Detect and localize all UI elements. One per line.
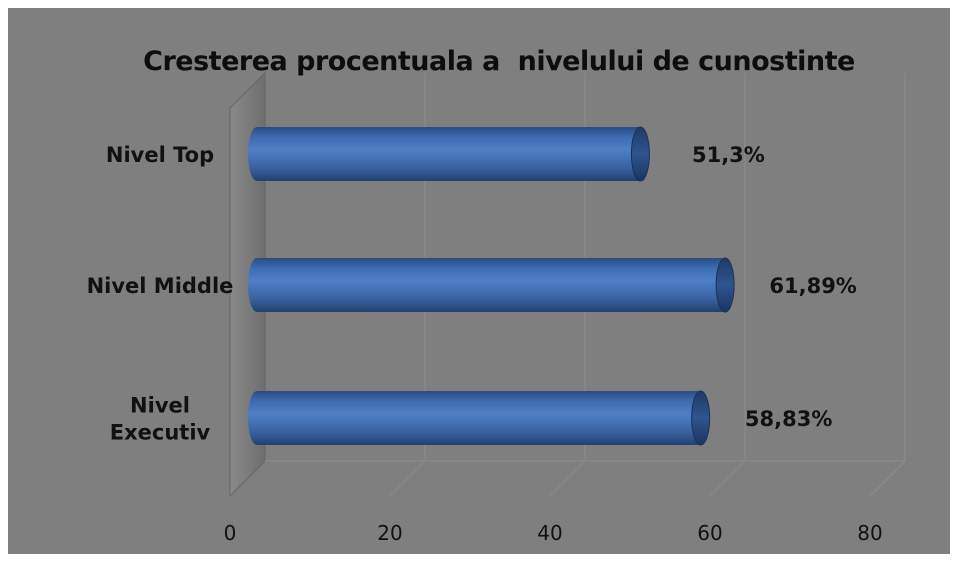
category-label: Nivel Middle: [87, 274, 234, 298]
bar-2: [248, 390, 711, 446]
bar-body: [257, 127, 641, 181]
floor-gridline: [549, 460, 586, 497]
category-label: Nivel Executiv: [110, 394, 211, 445]
x-tick-label: 60: [697, 521, 722, 545]
category-label-line: Executiv: [110, 421, 211, 445]
floor-gridline: [869, 460, 906, 497]
x-tick-label: 20: [377, 521, 402, 545]
bar-back-cap: [248, 127, 266, 181]
category-label: Nivel Top: [106, 143, 214, 167]
floor-gridline: [389, 460, 426, 497]
bar-body: [257, 391, 701, 445]
bar-end-cap: [715, 257, 735, 313]
chart-title: Cresterea procentuala a nivelului de cun…: [143, 46, 855, 77]
x-tick-label: 0: [224, 521, 237, 545]
bar-0: [248, 126, 650, 182]
chart-area: 0 20 40 60 80 51,3% Nivel Top 61,89% Nivel Middl…: [8, 8, 950, 554]
bar-end-cap: [691, 390, 711, 446]
bar-back-cap: [248, 391, 266, 445]
floor-gridline: [709, 460, 746, 497]
data-label: 51,3%: [692, 143, 765, 167]
plot-area: 0 20 40 60 80 51,3% Nivel Top 61,89% Nivel Middl…: [87, 71, 906, 545]
data-label: 61,89%: [769, 274, 856, 298]
category-label-line: Nivel Top: [106, 143, 214, 167]
category-label-line: Nivel Middle: [87, 274, 234, 298]
bar-back-cap: [248, 258, 266, 312]
bar-body: [257, 258, 726, 312]
x-tick-label: 80: [857, 521, 882, 545]
x-tick-label: 40: [537, 521, 562, 545]
bar-end-cap: [630, 126, 650, 182]
data-label: 58,83%: [745, 407, 832, 431]
bar-1: [248, 257, 735, 313]
category-label-line: Nivel: [130, 394, 190, 418]
